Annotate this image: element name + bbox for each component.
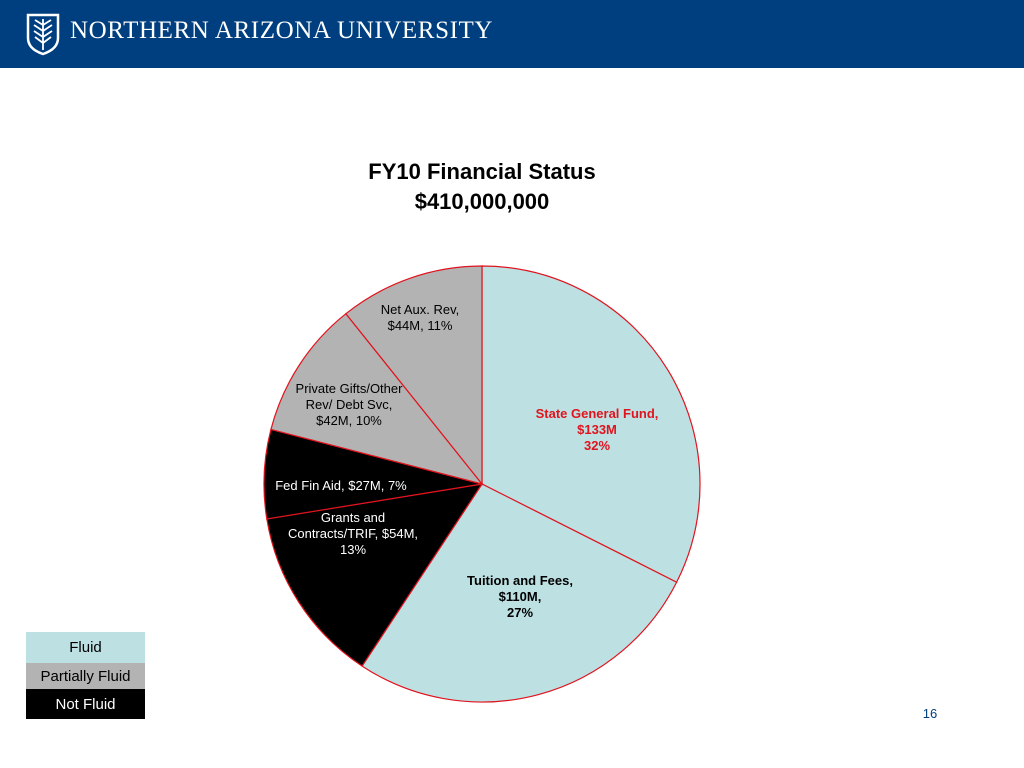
university-logo-icon xyxy=(26,13,60,56)
university-name: NORTHERN ARIZONA UNIVERSITY xyxy=(70,17,494,44)
pie-slice xyxy=(270,312,484,486)
pie-slice xyxy=(481,265,701,584)
pie-slice xyxy=(266,483,484,667)
pie-slice-label: Private Gifts/Other Rev/ Debt Svc, $42M, 1… xyxy=(296,381,404,428)
chart-title: FY10 Financial Status $410,000,000 xyxy=(282,157,682,217)
pie-slice-label: State General Fund, $133M 32% xyxy=(536,406,659,453)
pie-slice xyxy=(361,483,678,703)
chart-subtitle-total: $410,000,000 xyxy=(414,189,550,214)
pie-slice-label: Tuition and Fees, $110M, 27% xyxy=(467,573,573,620)
pie-slice xyxy=(345,265,483,486)
pie-slice-label: Grants and Contracts/TRIF, $54M, 13% xyxy=(288,510,418,557)
legend-item-not-fluid: Not Fluid xyxy=(26,689,145,719)
legend-label: Partially Fluid xyxy=(40,667,131,685)
header-banner: NORTHERN ARIZONA UNIVERSITY xyxy=(0,0,1024,68)
legend-label: Not Fluid xyxy=(55,695,116,713)
legend-label: Fluid xyxy=(69,639,102,656)
pie-slice-label: Fed Fin Aid, $27M, 7% xyxy=(275,478,407,493)
legend: Fluid Partially Fluid Not Fluid xyxy=(26,632,145,719)
legend-item-partially-fluid: Partially Fluid xyxy=(26,663,145,689)
page-number: 16 xyxy=(922,706,938,721)
pie-slice-label: Net Aux. Rev, $44M, 11% xyxy=(381,302,460,333)
legend-item-fluid: Fluid xyxy=(26,632,145,663)
chart-title-line: FY10 Financial Status xyxy=(368,159,596,184)
